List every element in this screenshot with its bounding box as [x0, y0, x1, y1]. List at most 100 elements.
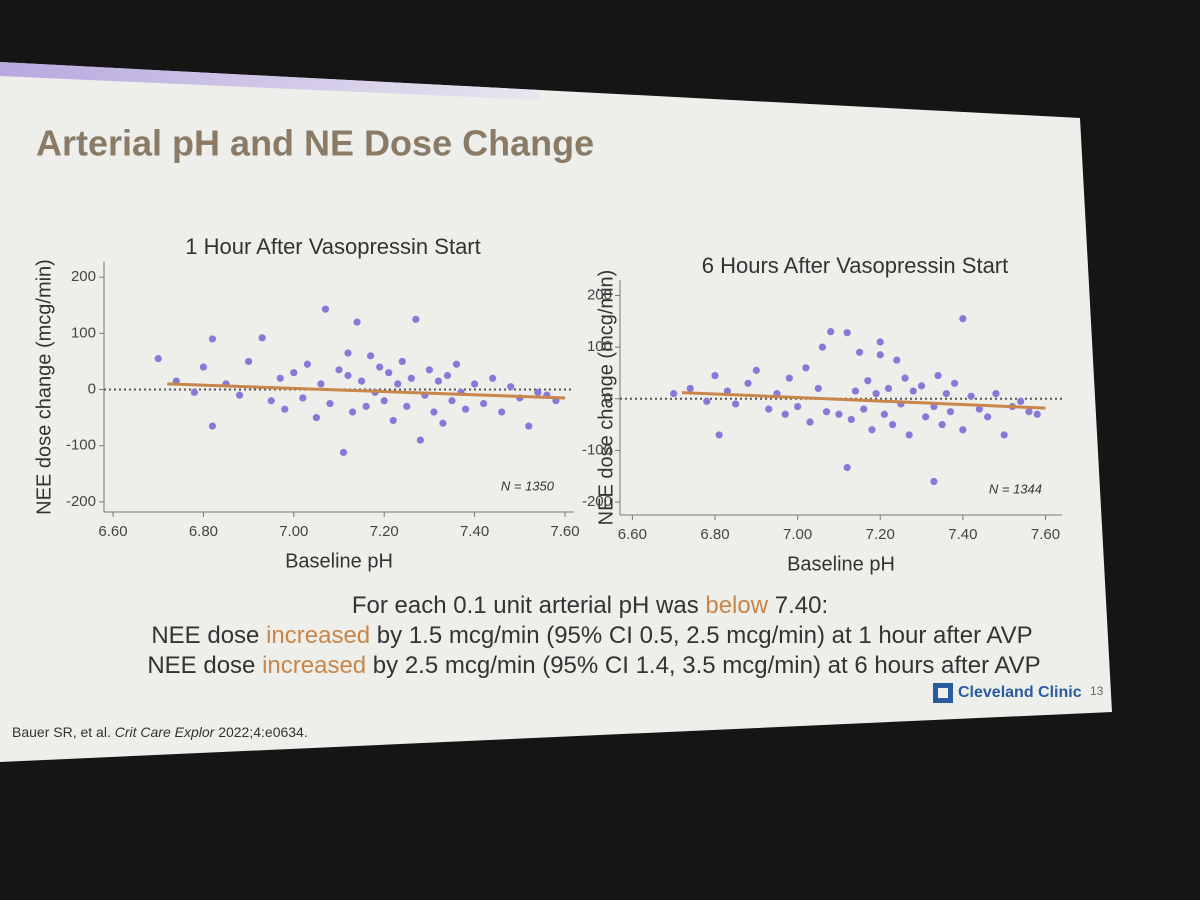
scatter-point — [909, 387, 917, 395]
scatter-point — [984, 413, 992, 421]
scatter-point — [868, 426, 876, 434]
x-tick-label: 7.40 — [460, 523, 489, 540]
scatter-point — [950, 379, 959, 387]
scatter-point — [992, 390, 1000, 398]
scatter-point — [827, 328, 835, 336]
text-segment: Crit Care Explor — [115, 724, 216, 740]
y-tick-label: 0 — [88, 380, 96, 397]
scatter-point — [860, 405, 868, 413]
scatter-point — [930, 477, 938, 486]
scatter-point — [443, 371, 452, 380]
scatter-point — [765, 405, 773, 413]
x-tick-label: 7.20 — [866, 526, 895, 543]
scatter-point — [416, 436, 424, 444]
scatter-point — [1033, 410, 1041, 418]
scatter-point — [470, 380, 479, 388]
scatter-point — [876, 338, 884, 346]
scatter-point — [880, 410, 888, 418]
text-segment: below — [705, 592, 768, 619]
text-segment: NEE dose — [151, 622, 266, 649]
scatter-point — [276, 374, 284, 382]
y-tick-label: -200 — [582, 493, 612, 510]
scatter-point — [317, 380, 325, 388]
x-tick-label: 6.80 — [189, 523, 218, 540]
scatter-point — [806, 418, 814, 426]
scatter-point — [884, 384, 893, 393]
scatter-point — [855, 348, 864, 356]
text-segment: 7.40: — [768, 592, 828, 619]
scatter-point — [872, 390, 880, 398]
scatter-point — [208, 422, 217, 430]
y-tick-label: 100 — [587, 338, 612, 355]
trend-line — [167, 382, 566, 400]
page-number: 13 — [1090, 684, 1104, 698]
scatter-point — [498, 408, 506, 416]
scatter-point — [847, 415, 855, 424]
text-segment: Bauer SR, et al. — [12, 724, 115, 740]
scatter-point — [480, 399, 488, 408]
body-line: NEE dose increased by 1.5 mcg/min (95% C… — [151, 622, 1032, 649]
x-tick-label: 7.60 — [550, 523, 579, 540]
y-tick-label: 0 — [604, 390, 612, 407]
y-tick-label: -200 — [66, 493, 96, 510]
slide-title: Arterial pH and NE Dose Change — [36, 123, 594, 164]
scatter-point — [461, 405, 470, 413]
citation: Bauer SR, et al. Crit Care Explor 2022;4… — [12, 724, 308, 740]
scatter-point — [389, 416, 397, 425]
sample-size: N = 1350 — [501, 478, 555, 493]
x-axis-label: Baseline pH — [285, 550, 393, 572]
scatter-point — [843, 329, 851, 337]
text-segment: by 1.5 mcg/min (95% CI 0.5, 2.5 mcg/min)… — [370, 622, 1033, 649]
scatter-point — [434, 377, 443, 385]
scatter-point — [922, 413, 930, 421]
scatter-point — [814, 384, 822, 393]
y-tick-label: 200 — [71, 268, 96, 285]
scatter-point — [385, 369, 393, 377]
y-tick-label: -100 — [582, 441, 612, 458]
y-axis-label: NEE dose change (mcg/min) — [595, 270, 617, 526]
text-segment: increased — [266, 622, 370, 649]
scatter-point — [448, 397, 456, 405]
scatter-point — [335, 366, 343, 374]
scatter-point — [525, 422, 533, 430]
x-axis-label: Baseline pH — [787, 553, 895, 575]
scatter-point — [357, 377, 366, 385]
scatter-point — [339, 448, 348, 457]
scatter-point — [407, 374, 415, 382]
body-line: For each 0.1 unit arterial pH was below … — [352, 592, 828, 619]
scatter-point — [344, 349, 352, 357]
x-tick-label: 6.60 — [98, 523, 127, 540]
text-segment: For each 0.1 unit arterial pH was — [352, 592, 706, 619]
scatter-point — [670, 390, 678, 398]
scatter-point — [843, 463, 851, 472]
scatter-point — [752, 366, 760, 374]
y-tick-label: -100 — [66, 437, 96, 454]
scatter-point — [190, 388, 198, 396]
scatter-point — [822, 408, 831, 416]
text-segment: NEE dose — [147, 652, 262, 679]
sample-size: N = 1344 — [989, 481, 1042, 496]
scatter-point — [398, 357, 406, 366]
scatter-point — [362, 402, 370, 410]
slide-bar — [0, 62, 540, 100]
scatter-point — [489, 374, 497, 382]
scatter-point — [802, 364, 810, 372]
scatter-point — [889, 421, 897, 429]
scatter-point — [864, 377, 872, 385]
scatter-point — [267, 397, 275, 405]
scatter-point — [1000, 431, 1008, 439]
scatter-point — [290, 369, 298, 377]
scatter-point — [967, 392, 975, 400]
slide — [0, 62, 1112, 762]
scatter-point — [959, 426, 967, 434]
body-line: NEE dose increased by 2.5 mcg/min (95% C… — [147, 652, 1040, 679]
scatter-point — [785, 374, 793, 382]
scatter-point — [281, 405, 289, 413]
x-tick-label: 7.40 — [948, 526, 977, 543]
scatter-point — [975, 405, 983, 413]
y-tick-label: 100 — [71, 324, 96, 341]
scatter-point — [326, 399, 334, 408]
scatter-point — [348, 408, 357, 416]
scatter-point — [245, 357, 253, 366]
x-tick-label: 7.20 — [370, 523, 399, 540]
